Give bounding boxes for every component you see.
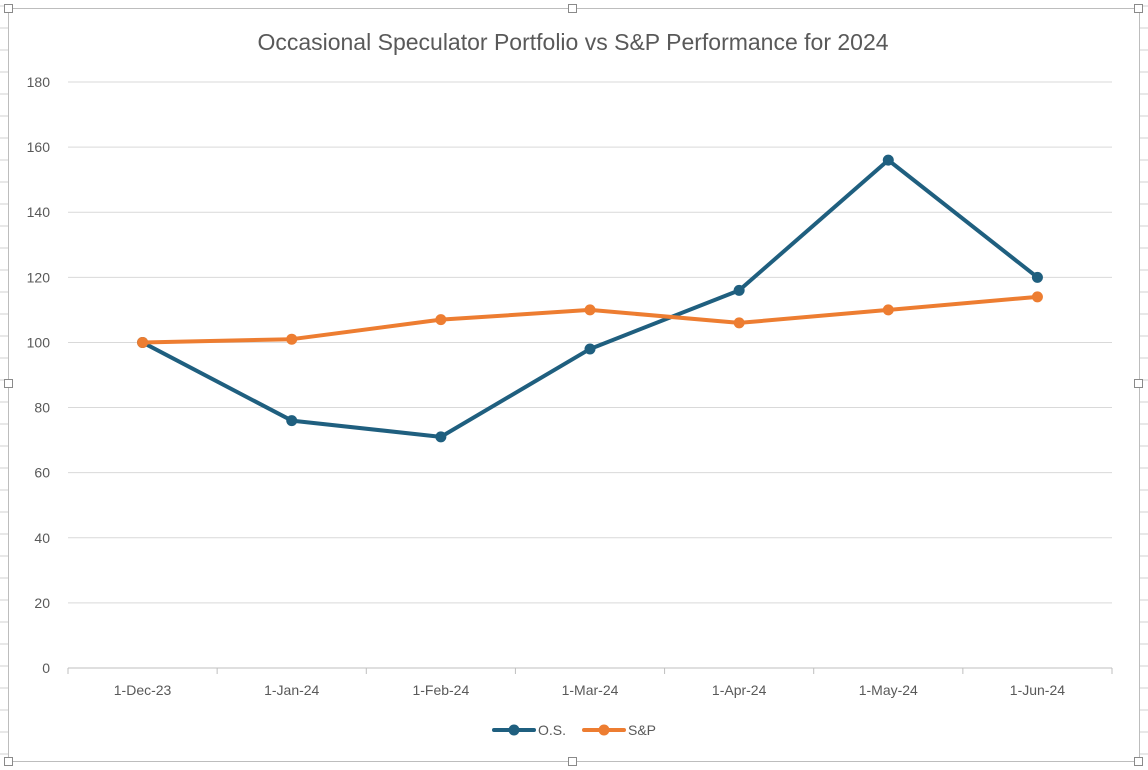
x-tick-label: 1-May-24 (859, 682, 918, 698)
y-tick-label: 140 (27, 204, 51, 220)
chart-title: Occasional Speculator Portfolio vs S&P P… (257, 29, 888, 55)
data-point (584, 304, 596, 316)
resize-handle-bottom-left[interactable] (4, 757, 13, 766)
y-axis-ticks: 0 20 40 60 80 100 120 140 160 180 (27, 74, 51, 676)
y-tick-label: 160 (27, 139, 51, 155)
resize-handle-right[interactable] (1134, 379, 1143, 388)
y-tick-label: 0 (42, 660, 50, 676)
data-point (882, 154, 894, 166)
data-point (882, 304, 894, 316)
data-point (1031, 291, 1043, 303)
series-line (140, 294, 1040, 345)
data-point (286, 415, 298, 427)
data-point (435, 314, 447, 326)
y-tick-label: 180 (27, 74, 51, 90)
legend-label: S&P (628, 722, 656, 738)
y-tick-label: 40 (34, 530, 50, 546)
legend-swatch-marker (598, 724, 610, 736)
resize-handle-left[interactable] (4, 379, 13, 388)
resize-handle-top-left[interactable] (4, 4, 13, 13)
x-tick-label: 1-Jan-24 (264, 682, 319, 698)
data-point (137, 336, 149, 348)
x-tick-label: 1-Apr-24 (712, 682, 767, 698)
y-tick-label: 120 (27, 269, 51, 285)
data-point (1031, 271, 1043, 283)
x-tick-label: 1-Jun-24 (1010, 682, 1065, 698)
resize-handle-bottom-right[interactable] (1134, 757, 1143, 766)
legend-swatch-marker (508, 724, 520, 736)
x-tick-label: 1-Feb-24 (412, 682, 469, 698)
series-line (140, 158, 1040, 439)
resize-handle-top-right[interactable] (1134, 4, 1143, 13)
series-sp (137, 291, 1043, 348)
series-os (137, 154, 1043, 443)
data-point (733, 317, 745, 329)
x-tick-label: 1-Mar-24 (562, 682, 619, 698)
data-point (733, 284, 745, 296)
data-point (584, 343, 596, 355)
x-axis-ticks: 1-Dec-23 1-Jan-24 1-Feb-24 1-Mar-24 1-Apr-24… (114, 682, 1065, 698)
resize-handle-top[interactable] (568, 4, 577, 13)
chart-area[interactable] (8, 8, 1140, 762)
y-tick-label: 100 (27, 334, 51, 350)
legend-label: O.S. (538, 722, 566, 738)
y-tick-label: 80 (34, 400, 50, 416)
resize-handle-bottom[interactable] (568, 757, 577, 766)
y-tick-label: 60 (34, 465, 50, 481)
data-point (286, 333, 298, 345)
x-tick-label: 1-Dec-23 (114, 682, 172, 698)
y-tick-label: 20 (34, 595, 50, 611)
series-lines (137, 154, 1043, 443)
data-point (435, 431, 447, 443)
gridlines (67, 81, 1113, 674)
legend: O.S. S&P (492, 722, 656, 738)
